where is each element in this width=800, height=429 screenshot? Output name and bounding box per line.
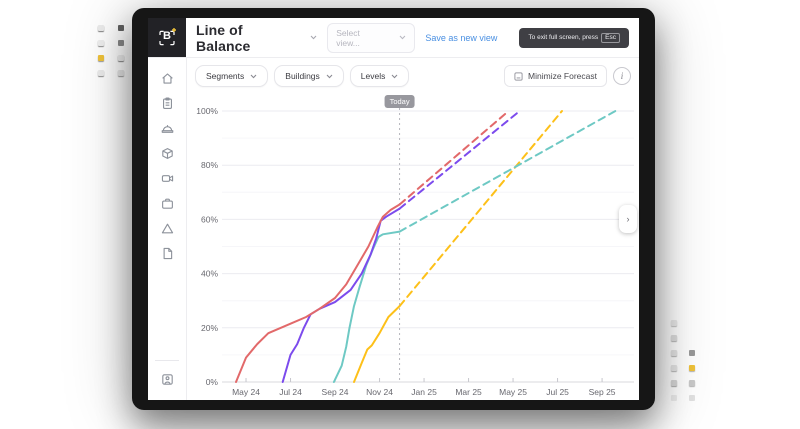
decor-dot xyxy=(98,25,104,31)
sidebar-item-home[interactable] xyxy=(155,66,179,91)
chevron-down-icon xyxy=(326,74,333,78)
decor-dot xyxy=(671,395,677,401)
clipboard-icon xyxy=(162,97,172,109)
filter-segments[interactable]: Segments xyxy=(195,65,269,87)
svg-text:40%: 40% xyxy=(201,269,218,279)
decor-dot xyxy=(98,70,104,76)
svg-text:Jul 24: Jul 24 xyxy=(279,387,302,397)
fullscreen-exit-toast: To exit full screen, press Esc xyxy=(519,27,629,48)
sidebar-item-account[interactable] xyxy=(155,367,179,392)
svg-text:Nov 24: Nov 24 xyxy=(366,387,393,397)
main-panel: Segments Buildings Levels Min xyxy=(187,58,639,400)
app-logo[interactable]: B xyxy=(148,18,186,57)
decor-dot xyxy=(689,395,695,401)
save-as-new-view-link[interactable]: Save as new view xyxy=(425,32,498,43)
view-select-dropdown[interactable]: Select view... xyxy=(327,22,416,53)
svg-text:100%: 100% xyxy=(196,106,218,116)
decor-dot xyxy=(671,335,677,341)
app-body: Segments Buildings Levels Min xyxy=(148,58,639,400)
decor-dot xyxy=(98,55,104,61)
title-chevron-down-icon[interactable] xyxy=(310,35,317,40)
svg-text:0%: 0% xyxy=(206,377,219,387)
decor-dot xyxy=(118,70,124,76)
decor-dot xyxy=(689,380,695,386)
decor-dot xyxy=(671,320,677,326)
topbar: Line of Balance Select view... Save as n… xyxy=(186,18,639,57)
chevron-down-icon xyxy=(400,35,406,40)
svg-text:Today: Today xyxy=(390,97,410,106)
svg-text:Mar 25: Mar 25 xyxy=(455,387,482,397)
chart-canvas[interactable]: 0% 20% 40% 60% 80% 100% May 24 Jul 24 Sep 24 Nov … xyxy=(187,94,639,400)
sidebar-item-projects[interactable] xyxy=(155,191,179,216)
sidebar-item-checklists[interactable] xyxy=(155,91,179,116)
hard-hat-icon xyxy=(161,125,173,133)
user-avatar-icon xyxy=(161,374,173,385)
sidebar xyxy=(148,58,187,400)
sidebar-divider xyxy=(155,360,179,361)
info-icon: i xyxy=(620,71,624,81)
svg-text:Jan 25: Jan 25 xyxy=(411,387,437,397)
collapse-icon xyxy=(514,71,523,81)
filter-buildings-label: Buildings xyxy=(285,71,320,81)
decor-dot xyxy=(689,350,695,356)
filter-levels[interactable]: Levels xyxy=(349,65,410,87)
esc-keycap: Esc xyxy=(601,32,620,43)
filter-levels-label: Levels xyxy=(360,71,386,81)
sidebar-item-site[interactable] xyxy=(155,116,179,141)
decor-dot xyxy=(689,365,695,371)
svg-text:Sep 25: Sep 25 xyxy=(589,387,616,397)
line-of-balance-chart: 0% 20% 40% 60% 80% 100% May 24 Jul 24 Sep 24 Nov … xyxy=(187,94,639,400)
filter-segments-label: Segments xyxy=(206,71,245,81)
svg-text:20%: 20% xyxy=(201,323,218,333)
briefcase-icon xyxy=(161,198,173,209)
chevron-down-icon xyxy=(391,74,398,78)
decor-dot xyxy=(671,365,677,371)
app-surface: B Line of Balance Select view... Save as… xyxy=(148,18,639,400)
sidebar-item-captures[interactable] xyxy=(155,166,179,191)
app-header: B Line of Balance Select view... Save as… xyxy=(148,18,639,58)
home-icon xyxy=(161,73,173,84)
filter-buildings[interactable]: Buildings xyxy=(274,65,344,87)
decor-dot xyxy=(118,40,124,46)
sidebar-item-reports[interactable] xyxy=(155,241,179,266)
svg-text:Sep 24: Sep 24 xyxy=(322,387,349,397)
svg-text:Jul 25: Jul 25 xyxy=(546,387,569,397)
expand-panel-icon: › xyxy=(626,214,630,224)
sidebar-item-issues[interactable] xyxy=(155,216,179,241)
info-button[interactable]: i xyxy=(613,67,631,85)
svg-text:60%: 60% xyxy=(201,214,218,224)
toast-text: To exit full screen, press xyxy=(528,34,599,41)
decor-dot xyxy=(118,55,124,61)
minimize-forecast-label: Minimize Forecast xyxy=(528,71,597,81)
page-title: Line of Balance xyxy=(196,21,251,54)
view-select-placeholder: Select view... xyxy=(336,27,360,48)
decor-dot xyxy=(118,25,124,31)
toolbar-right: Minimize Forecast i xyxy=(504,65,631,87)
logo-viewfinder-icon: B xyxy=(156,27,178,49)
decor-dot xyxy=(671,350,677,356)
app-window: B Line of Balance Select view... Save as… xyxy=(132,8,655,410)
prism-icon xyxy=(161,223,173,234)
chart-toolbar: Segments Buildings Levels Min xyxy=(187,58,639,94)
expand-side-panel-handle[interactable]: › xyxy=(619,205,637,233)
svg-text:80%: 80% xyxy=(201,160,218,170)
chevron-down-icon xyxy=(250,74,257,78)
camera-icon xyxy=(161,175,173,182)
decor-dot xyxy=(98,40,104,46)
document-icon xyxy=(163,247,172,260)
decor-dot xyxy=(671,380,677,386)
sidebar-item-packages[interactable] xyxy=(155,141,179,166)
package-icon xyxy=(161,148,173,159)
logo-letter: B xyxy=(163,29,171,42)
svg-text:May 25: May 25 xyxy=(499,387,527,397)
svg-text:May 24: May 24 xyxy=(232,387,260,397)
minimize-forecast-button[interactable]: Minimize Forecast xyxy=(504,65,607,87)
